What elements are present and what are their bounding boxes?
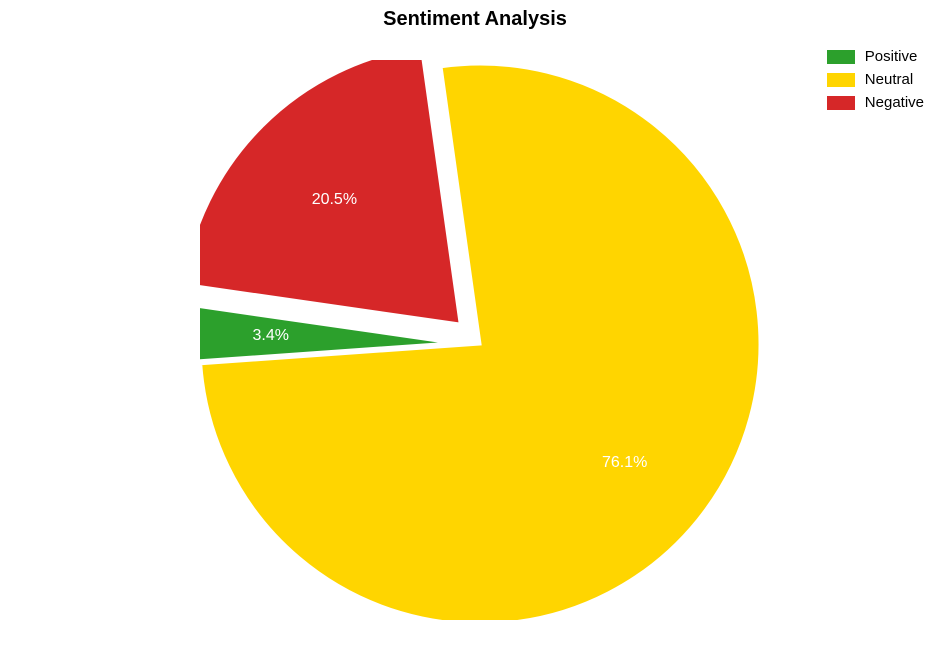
legend-label-positive: Positive (865, 48, 918, 65)
legend-swatch-positive (827, 50, 855, 64)
slice-label-positive: 3.4% (253, 327, 289, 345)
chart-title: Sentiment Analysis (0, 8, 950, 31)
slice-label-negative: 20.5% (312, 191, 357, 209)
legend-label-negative: Negative (865, 94, 924, 111)
legend-swatch-negative (827, 96, 855, 110)
slice-label-neutral: 76.1% (602, 454, 647, 472)
legend: Positive Neutral Negative (827, 48, 924, 117)
legend-item-neutral: Neutral (827, 71, 924, 88)
legend-item-positive: Positive (827, 48, 924, 65)
sentiment-pie-chart: Sentiment Analysis 20.5% 3.4% 76.1% Positi… (0, 0, 950, 662)
legend-item-negative: Negative (827, 94, 924, 111)
legend-label-neutral: Neutral (865, 71, 913, 88)
legend-swatch-neutral (827, 73, 855, 87)
